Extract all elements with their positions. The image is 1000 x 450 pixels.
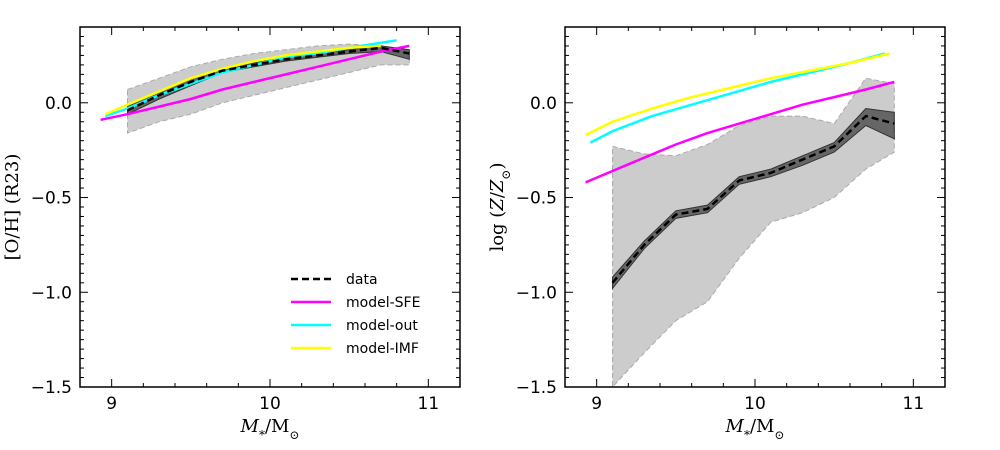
x-tick-label: 9 bbox=[591, 394, 602, 414]
right-panel: 9 10 11 −1.5 −1.0 −0.5 0.0 M*/M⊙ log (Z/Z⊙) bbox=[487, 26, 946, 442]
x-axis-label: M*/M⊙ bbox=[725, 416, 785, 442]
y-axis-label: log (Z/Z⊙) bbox=[487, 162, 513, 251]
series-model-SFE bbox=[585, 80, 895, 184]
legend-label-model-out: model-out bbox=[346, 318, 418, 334]
legend: data model-SFE model-out model-IMF bbox=[291, 272, 420, 357]
legend-label-model-SFE: model-SFE bbox=[346, 295, 420, 311]
x-tick-label: 10 bbox=[744, 394, 766, 414]
error-band bbox=[612, 107, 895, 290]
y-tick-label: 0.0 bbox=[530, 94, 557, 114]
plot-area bbox=[100, 39, 410, 134]
plot-area bbox=[585, 52, 895, 387]
series-model-IMF bbox=[585, 52, 890, 137]
x-tick-label: 11 bbox=[903, 394, 925, 414]
series-model-IMF bbox=[104, 44, 381, 116]
x-tick-label: 11 bbox=[418, 394, 440, 414]
y-axis-label: [O/H] (R23) bbox=[2, 154, 23, 261]
x-axis-label: M*/M⊙ bbox=[240, 416, 300, 442]
series-data bbox=[126, 46, 410, 112]
left-panel: 9 10 11 −1.5 −1.0 −0.5 0.0 M*/M⊙ [O/H] (R23) data… bbox=[2, 26, 461, 442]
ticks bbox=[564, 26, 946, 388]
ticks bbox=[79, 26, 461, 388]
series-model-SFE bbox=[100, 44, 410, 122]
legend-label-data: data bbox=[346, 272, 378, 288]
y-tick-label: −1.5 bbox=[31, 378, 72, 398]
y-tick-label: −1.5 bbox=[516, 378, 557, 398]
legend-label-model-IMF: model-IMF bbox=[346, 341, 419, 357]
y-tick-label: −0.5 bbox=[31, 189, 72, 209]
y-tick-label: −1.0 bbox=[31, 283, 72, 303]
series-data bbox=[611, 114, 895, 284]
x-tick-label: 10 bbox=[259, 394, 281, 414]
y-tick-label: −0.5 bbox=[516, 189, 557, 209]
y-tick-label: 0.0 bbox=[45, 94, 72, 114]
y-tick-label: −1.0 bbox=[516, 283, 557, 303]
scatter-band bbox=[127, 43, 410, 134]
x-tick-label: 9 bbox=[106, 394, 117, 414]
